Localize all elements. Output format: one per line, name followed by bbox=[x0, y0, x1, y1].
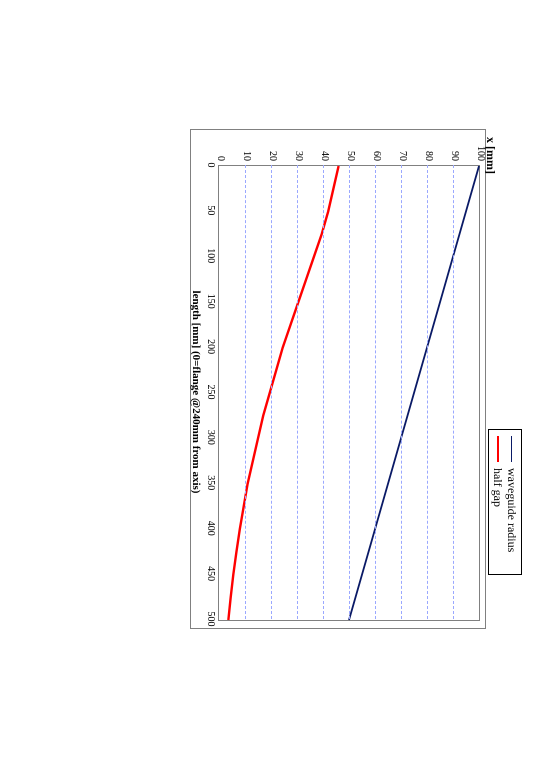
y-tick-label: 40 bbox=[319, 137, 330, 161]
gridline bbox=[427, 165, 428, 619]
y-tick-label: 90 bbox=[449, 137, 460, 161]
legend-item: waveguide radius bbox=[505, 436, 519, 568]
chart-container: waveguide radius half gap x [mm] length … bbox=[0, 0, 544, 758]
legend: waveguide radius half gap bbox=[488, 429, 522, 575]
gridline bbox=[349, 165, 350, 619]
y-tick-label: 100 bbox=[475, 137, 486, 161]
series-waveguide-radius bbox=[349, 166, 479, 620]
x-tick-label: 300 bbox=[205, 422, 216, 452]
x-axis-label: length [mm] (0=flange @240mm from axis) bbox=[190, 165, 202, 619]
x-tick-label: 250 bbox=[205, 377, 216, 407]
x-tick-label: 100 bbox=[205, 241, 216, 271]
gridline bbox=[271, 165, 272, 619]
gridline bbox=[401, 165, 402, 619]
legend-label: waveguide radius bbox=[505, 468, 520, 552]
gridline bbox=[375, 165, 376, 619]
x-tick-label: 400 bbox=[205, 513, 216, 543]
legend-label: half gap bbox=[491, 468, 506, 507]
x-tick-label: 500 bbox=[205, 604, 216, 634]
y-tick-label: 10 bbox=[241, 137, 252, 161]
y-tick-label: 0 bbox=[215, 137, 226, 161]
x-tick-label: 450 bbox=[205, 559, 216, 589]
y-tick-label: 20 bbox=[267, 137, 278, 161]
gridline bbox=[297, 165, 298, 619]
x-tick-label: 150 bbox=[205, 286, 216, 316]
x-tick-label: 0 bbox=[205, 150, 216, 180]
x-tick-label: 350 bbox=[205, 468, 216, 498]
y-tick-label: 60 bbox=[371, 137, 382, 161]
gridline bbox=[453, 165, 454, 619]
y-tick-label: 70 bbox=[397, 137, 408, 161]
x-tick-label: 200 bbox=[205, 332, 216, 362]
y-tick-label: 50 bbox=[345, 137, 356, 161]
gridline bbox=[323, 165, 324, 619]
legend-swatch bbox=[497, 436, 499, 462]
gridline bbox=[245, 165, 246, 619]
legend-item: half gap bbox=[491, 436, 505, 568]
legend-swatch bbox=[512, 436, 513, 462]
y-tick-label: 30 bbox=[293, 137, 304, 161]
x-tick-label: 50 bbox=[205, 195, 216, 225]
chart: waveguide radius half gap x [mm] length … bbox=[22, 129, 522, 629]
y-tick-label: 80 bbox=[423, 137, 434, 161]
